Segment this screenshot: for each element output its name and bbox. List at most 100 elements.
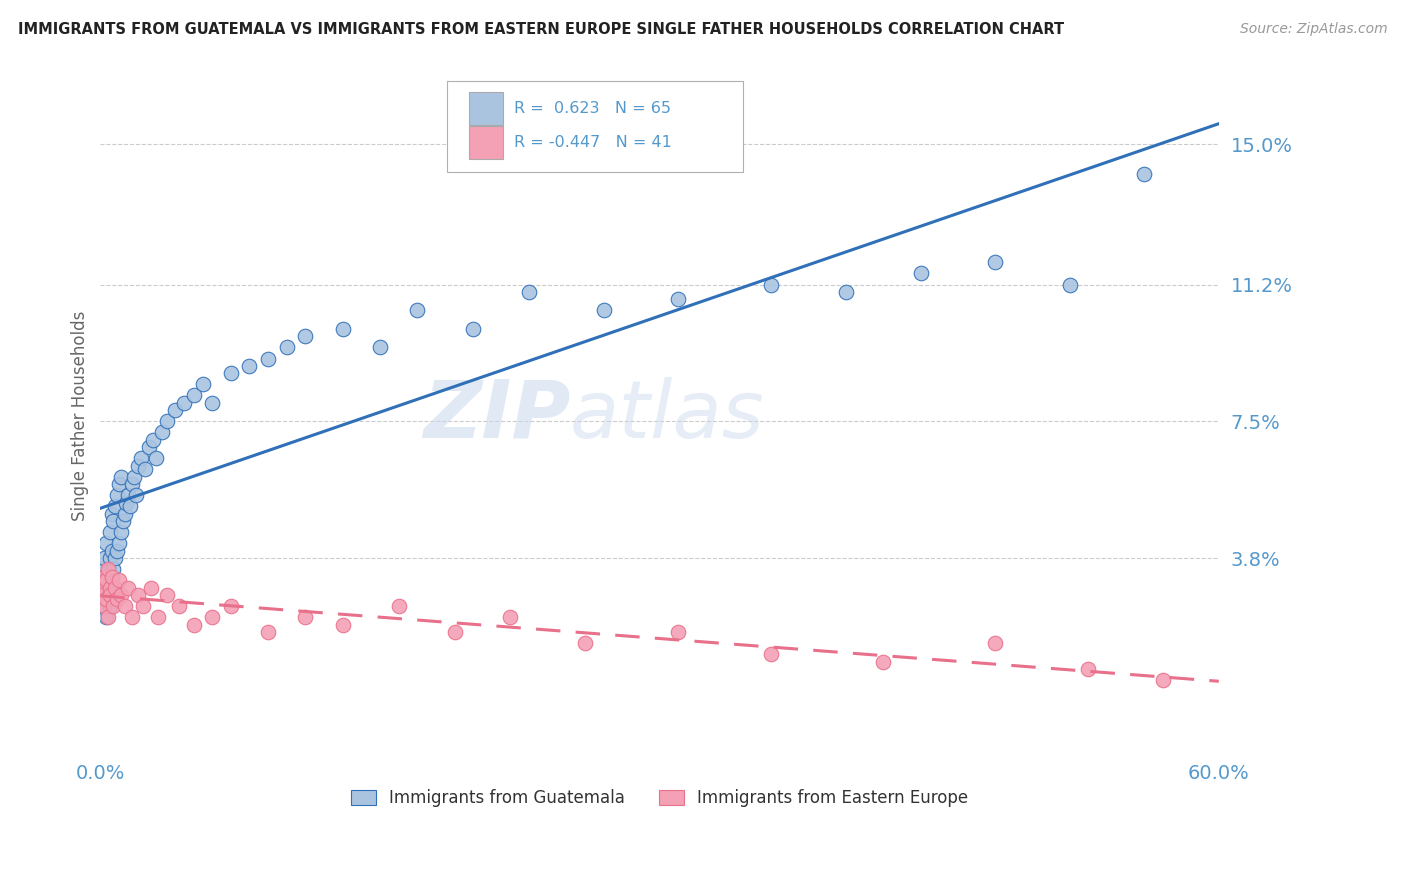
Point (1133, 167, 1156, 181)
Point (108, 477, 131, 491)
FancyBboxPatch shape (447, 81, 744, 172)
Point (294, 329, 316, 343)
FancyBboxPatch shape (470, 126, 503, 159)
FancyBboxPatch shape (470, 93, 503, 125)
Point (104, 500, 127, 514)
Point (146, 610, 169, 624)
Point (94, 581, 117, 595)
Text: atlas: atlas (569, 376, 765, 455)
Point (499, 610, 522, 624)
Point (111, 514, 134, 528)
Point (98, 551, 121, 566)
Point (141, 433, 163, 447)
Point (105, 488, 128, 502)
Point (121, 477, 143, 491)
Point (98, 588, 121, 602)
Point (91, 588, 114, 602)
Point (127, 458, 149, 473)
Point (115, 496, 138, 510)
Point (150, 425, 173, 440)
Point (835, 285, 858, 299)
Point (368, 340, 391, 354)
Point (761, 648, 783, 662)
Point (110, 470, 132, 484)
Point (93, 570, 115, 584)
Point (103, 599, 125, 614)
Point (191, 377, 214, 392)
Point (443, 625, 465, 640)
Point (100, 581, 122, 595)
Point (1059, 277, 1081, 292)
Point (761, 277, 783, 292)
Point (121, 610, 143, 624)
Point (387, 599, 409, 614)
Point (94, 536, 117, 550)
Point (156, 588, 179, 602)
Text: R =  0.623   N = 65: R = 0.623 N = 65 (515, 101, 671, 116)
Text: Source: ZipAtlas.com: Source: ZipAtlas.com (1240, 22, 1388, 37)
Point (294, 610, 316, 624)
Point (173, 396, 195, 410)
Point (91, 570, 114, 584)
Point (201, 396, 224, 410)
Point (134, 462, 156, 476)
Point (592, 303, 614, 318)
Point (117, 488, 139, 502)
Point (97, 610, 120, 624)
Point (332, 617, 354, 632)
Point (984, 636, 1007, 650)
Point (257, 351, 280, 366)
Point (201, 610, 224, 624)
Y-axis label: Single Father Households: Single Father Households (72, 310, 89, 521)
Point (125, 488, 148, 502)
Point (91, 588, 114, 602)
Point (97, 574, 120, 588)
Point (94, 591, 117, 606)
Point (93, 551, 115, 566)
Point (94, 610, 117, 624)
Point (91, 581, 114, 595)
Point (120, 500, 142, 514)
Point (97, 562, 120, 576)
Point (105, 543, 128, 558)
Text: R = -0.447   N = 41: R = -0.447 N = 41 (515, 135, 672, 150)
Point (105, 591, 128, 606)
Point (910, 267, 932, 281)
Point (110, 588, 132, 602)
Point (984, 255, 1007, 269)
Point (517, 285, 540, 299)
Point (100, 543, 122, 558)
Point (97, 588, 120, 602)
Point (108, 536, 131, 550)
Legend: Immigrants from Guatemala, Immigrants from Eastern Europe: Immigrants from Guatemala, Immigrants fr… (344, 782, 974, 814)
Point (104, 581, 127, 595)
Point (132, 599, 155, 614)
Point (872, 655, 894, 669)
Point (122, 470, 145, 484)
Point (666, 625, 689, 640)
Point (98, 599, 121, 614)
Point (156, 414, 179, 428)
Point (183, 617, 205, 632)
Point (93, 599, 115, 614)
Point (1152, 673, 1174, 688)
Point (145, 451, 167, 466)
Point (93, 599, 115, 614)
Point (104, 551, 127, 566)
Point (98, 581, 121, 595)
Point (98, 525, 121, 540)
Point (110, 525, 132, 540)
Point (463, 322, 485, 336)
Point (276, 340, 298, 354)
Point (100, 507, 122, 521)
Point (117, 581, 139, 595)
Point (406, 303, 429, 318)
Point (93, 562, 115, 576)
Point (238, 359, 260, 373)
Point (1077, 662, 1099, 676)
Point (103, 562, 125, 576)
Point (131, 451, 153, 466)
Point (100, 570, 122, 584)
Point (257, 625, 280, 640)
Point (167, 599, 190, 614)
